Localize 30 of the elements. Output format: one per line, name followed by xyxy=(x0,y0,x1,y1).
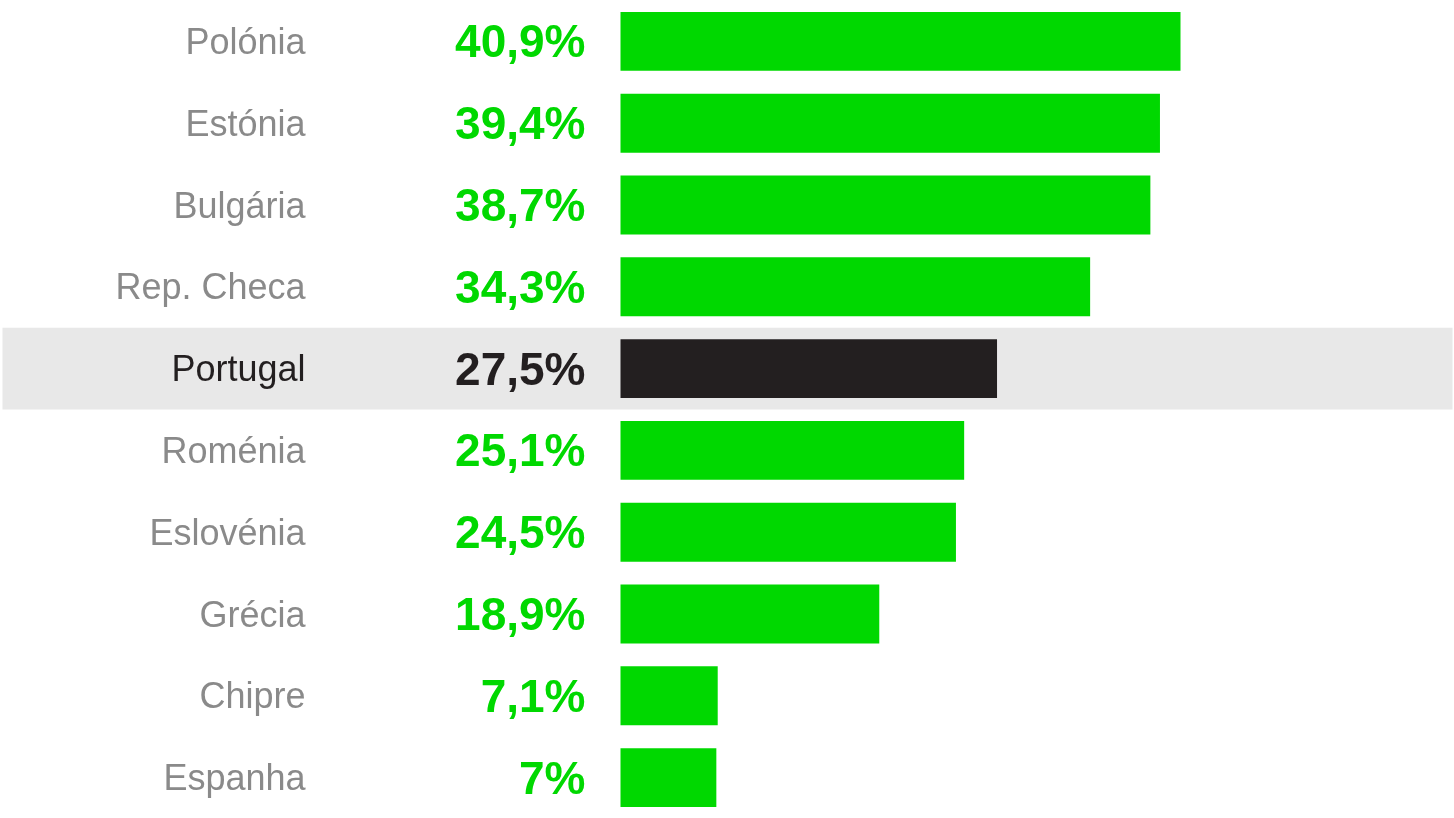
y-tick-label: Polónia xyxy=(185,20,307,62)
bar xyxy=(620,257,1091,317)
data-label: 34,3% xyxy=(455,260,586,313)
data-label: 7% xyxy=(519,751,586,804)
data-label: 27,5% xyxy=(455,342,586,395)
bar xyxy=(620,748,717,808)
bar xyxy=(620,584,880,644)
bar xyxy=(620,175,1151,235)
y-tick-label: Bulgária xyxy=(173,184,307,226)
bar xyxy=(620,666,718,726)
y-tick-label: Grécia xyxy=(199,593,307,635)
y-tick-label: Rep. Checa xyxy=(115,266,307,308)
bar xyxy=(620,339,998,399)
data-label: 25,1% xyxy=(455,424,586,477)
y-tick-label: Chipre xyxy=(199,675,306,717)
data-label: 38,7% xyxy=(455,179,586,231)
bar xyxy=(620,502,956,562)
y-tick-label: Eslovénia xyxy=(149,511,307,553)
data-label: 18,9% xyxy=(455,588,586,640)
bar xyxy=(620,11,1181,71)
data-label: 39,4% xyxy=(455,97,586,150)
y-tick-label: Espanha xyxy=(163,757,307,799)
data-label: 7,1% xyxy=(480,669,586,722)
data-label: 40,9% xyxy=(455,15,586,68)
bar xyxy=(620,420,965,480)
data-label: 24,5% xyxy=(455,506,586,559)
y-tick-label: Estónia xyxy=(185,102,307,144)
y-tick-label: Portugal xyxy=(171,348,306,390)
bar xyxy=(620,93,1160,153)
y-tick-label: Roménia xyxy=(161,429,307,471)
